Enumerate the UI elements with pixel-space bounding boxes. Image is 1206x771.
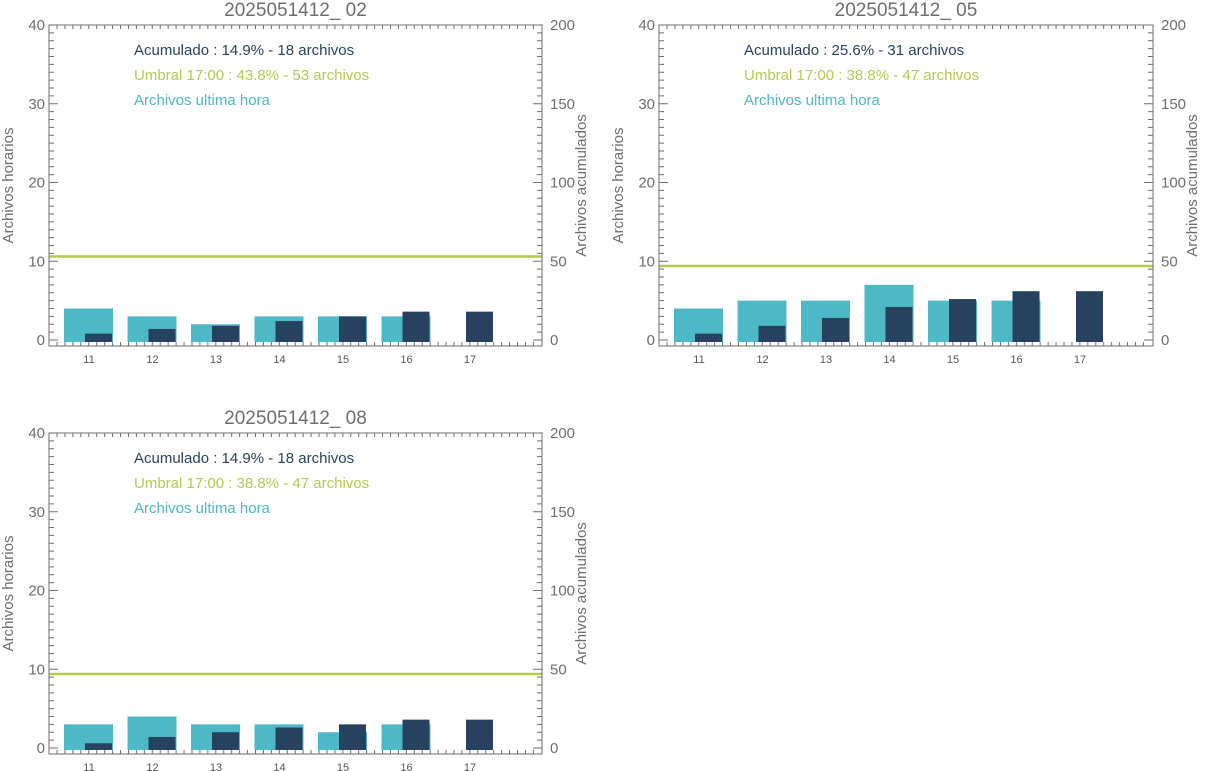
y-tick-right: 50 — [550, 661, 567, 678]
chart-panel: 2025051412_ 05 0 0 10 50 20 100 30 150 40 200 Archi… — [610, 0, 1201, 366]
x-tick-label: 13 — [210, 762, 222, 771]
y-tick-left: 0 — [37, 740, 45, 757]
y-tick-left: 30 — [28, 504, 45, 521]
chart-title: 2025051412_ 08 — [224, 408, 367, 429]
bar-cumulative — [886, 307, 913, 342]
y-tick-right: 200 — [1161, 17, 1186, 34]
bar-cumulative — [339, 724, 366, 750]
y-tick-left: 40 — [638, 17, 655, 34]
charts-canvas: 2025051412_ 020 010 5020 10030 15040 200Archi… — [0, 0, 1206, 771]
y-tick-left: 20 — [638, 175, 655, 192]
y-axis-title-left: Archivos horarios — [610, 128, 627, 244]
y-tick-left: 40 — [28, 425, 45, 442]
x-tick-label: 17 — [1074, 354, 1086, 366]
y-axis-title-right: Archivos acumulados — [573, 114, 590, 257]
y-tick-right: 200 — [550, 17, 575, 34]
y-tick-right: 150 — [550, 96, 575, 113]
chart-panel: 2025051412_ 08 0 0 10 50 20 100 30 150 40 200 Archi… — [0, 408, 590, 771]
x-tick-label: 15 — [947, 354, 959, 366]
y-tick-left: 10 — [28, 253, 45, 270]
y-tick-left: 30 — [638, 96, 655, 113]
y-tick-left: 30 — [28, 96, 45, 113]
y-axis-title-left: Archivos horarios — [0, 536, 17, 652]
x-tick-label: 17 — [464, 762, 476, 771]
legend-cumulative: Acumulado : 25.6% - 31 archivos — [744, 42, 964, 59]
y-tick-left: 20 — [28, 175, 45, 192]
bar-cumulative — [403, 720, 430, 750]
bar-cumulative — [403, 312, 430, 342]
chart-panel: 2025051412_ 02 0 0 10 50 20 100 30 150 40 200 Archi… — [0, 0, 590, 366]
y-tick-left: 20 — [28, 583, 45, 600]
legend-cumulative: Acumulado : 14.9% - 18 archivos — [134, 42, 354, 59]
x-tick-label: 15 — [337, 354, 349, 366]
x-tick-label: 15 — [337, 762, 349, 771]
y-axis-title-left: Archivos horarios — [0, 128, 17, 244]
x-tick-label: 14 — [273, 354, 285, 366]
y-tick-right: 0 — [550, 740, 558, 757]
bar-cumulative — [759, 326, 786, 342]
x-tick-label: 13 — [820, 354, 832, 366]
legend-hourly: Archivos ultima hora — [134, 92, 271, 109]
y-tick-left: 10 — [28, 661, 45, 678]
bar-cumulative — [276, 728, 303, 750]
legend-hourly: Archivos ultima hora — [744, 92, 881, 109]
bar-cumulative — [1013, 291, 1040, 342]
bar-cumulative — [85, 743, 112, 750]
x-tick-label: 14 — [273, 762, 285, 771]
y-tick-left: 0 — [37, 332, 45, 349]
y-tick-right: 200 — [550, 425, 575, 442]
bar-cumulative — [85, 334, 112, 342]
y-tick-left: 40 — [28, 17, 45, 34]
y-tick-right: 150 — [1161, 96, 1186, 113]
bar-cumulative — [1076, 291, 1103, 342]
bar-cumulative — [212, 732, 239, 750]
y-tick-right: 150 — [550, 504, 575, 521]
y-axis-title-right: Archivos acumulados — [573, 522, 590, 665]
legend-threshold: Umbral 17:00 : 38.8% - 47 archivos — [744, 67, 979, 84]
bar-cumulative — [695, 334, 722, 342]
bar-cumulative — [466, 720, 493, 750]
legend-hourly: Archivos ultima hora — [134, 500, 271, 517]
legend-threshold: Umbral 17:00 : 38.8% - 47 archivos — [134, 475, 369, 492]
x-tick-label: 17 — [464, 354, 476, 366]
legend-threshold: Umbral 17:00 : 43.8% - 53 archivos — [134, 67, 369, 84]
chart-title: 2025051412_ 02 — [224, 0, 367, 21]
y-tick-right: 0 — [550, 332, 558, 349]
bar-cumulative — [276, 321, 303, 342]
bar-cumulative — [339, 316, 366, 342]
bar-cumulative — [822, 318, 849, 342]
y-tick-left: 0 — [647, 332, 655, 349]
x-tick-label: 11 — [83, 762, 94, 771]
x-tick-label: 12 — [756, 354, 768, 366]
bar-cumulative — [149, 329, 176, 342]
y-tick-right: 100 — [550, 583, 575, 600]
y-tick-right: 100 — [1161, 175, 1186, 192]
x-tick-label: 16 — [400, 354, 412, 366]
bar-cumulative — [149, 737, 176, 750]
y-tick-right: 50 — [1161, 253, 1178, 270]
x-tick-label: 12 — [146, 354, 158, 366]
x-tick-label: 16 — [1010, 354, 1022, 366]
y-axis-title-right: Archivos acumulados — [1184, 114, 1201, 257]
bar-cumulative — [212, 326, 239, 342]
bar-cumulative — [949, 299, 976, 342]
x-tick-label: 12 — [146, 762, 158, 771]
x-tick-label: 11 — [693, 354, 704, 366]
legend-cumulative: Acumulado : 14.9% - 18 archivos — [134, 450, 354, 467]
bar-cumulative — [466, 312, 493, 342]
y-tick-left: 10 — [638, 253, 655, 270]
y-tick-right: 100 — [550, 175, 575, 192]
x-tick-label: 13 — [210, 354, 222, 366]
x-tick-label: 11 — [83, 354, 94, 366]
chart-title: 2025051412_ 05 — [835, 0, 978, 21]
x-tick-label: 14 — [883, 354, 895, 366]
y-tick-right: 50 — [550, 253, 567, 270]
x-tick-label: 16 — [400, 762, 412, 771]
y-tick-right: 0 — [1161, 332, 1169, 349]
